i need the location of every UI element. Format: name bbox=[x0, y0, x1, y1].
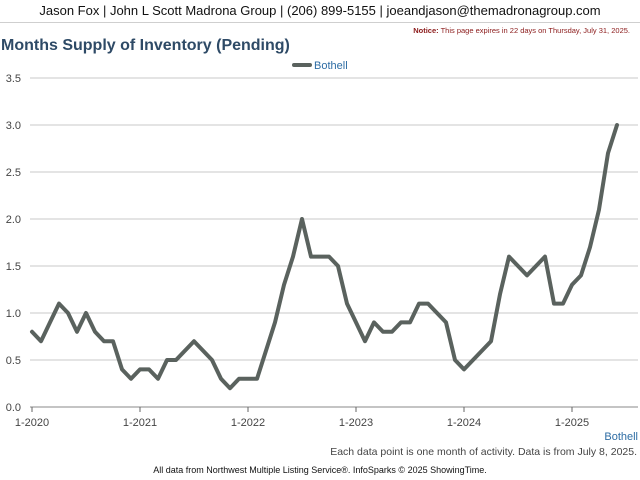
data-point bbox=[507, 255, 511, 259]
data-point bbox=[597, 208, 601, 212]
data-point bbox=[192, 339, 196, 343]
data-point bbox=[66, 311, 70, 315]
data-point bbox=[390, 330, 394, 334]
data-point bbox=[336, 264, 340, 268]
data-point bbox=[525, 273, 529, 277]
data-point bbox=[435, 311, 439, 315]
data-point bbox=[354, 320, 358, 324]
data-point bbox=[156, 377, 160, 381]
data-point bbox=[570, 283, 574, 287]
contact-header: Jason Fox | John L Scott Madrona Group |… bbox=[0, 0, 640, 23]
data-point bbox=[39, 339, 43, 343]
data-point bbox=[453, 358, 457, 362]
data-point bbox=[291, 255, 295, 259]
data-point bbox=[129, 377, 133, 381]
y-tick-label: 1.0 bbox=[6, 308, 21, 320]
data-point bbox=[462, 367, 466, 371]
data-point bbox=[516, 264, 520, 268]
data-point bbox=[588, 245, 592, 249]
expiry-notice: Notice: This page expires in 22 days on … bbox=[413, 26, 630, 35]
data-point bbox=[93, 330, 97, 334]
data-point bbox=[471, 358, 475, 362]
data-point bbox=[228, 386, 232, 390]
y-tick-label: 0.0 bbox=[6, 402, 21, 414]
data-point bbox=[408, 320, 412, 324]
data-point bbox=[615, 123, 619, 127]
data-point bbox=[498, 292, 502, 296]
chart-title: Months Supply of Inventory (Pending) bbox=[1, 37, 290, 54]
y-tick-label: 1.5 bbox=[6, 261, 21, 273]
x-tick-label: 1-2020 bbox=[15, 417, 49, 429]
notice-label: Notice: bbox=[413, 26, 439, 35]
data-point bbox=[201, 349, 205, 353]
data-point bbox=[264, 349, 268, 353]
data-point bbox=[606, 151, 610, 155]
y-tick-label: 2.5 bbox=[6, 167, 21, 179]
data-point bbox=[84, 311, 88, 315]
data-point bbox=[444, 320, 448, 324]
data-point bbox=[102, 339, 106, 343]
x-tick-label: 1-2023 bbox=[339, 417, 373, 429]
x-tick-label: 1-2021 bbox=[123, 417, 157, 429]
data-point bbox=[300, 217, 304, 221]
data-point bbox=[174, 358, 178, 362]
data-point bbox=[327, 255, 331, 259]
data-point bbox=[381, 330, 385, 334]
data-point bbox=[309, 255, 313, 259]
data-point bbox=[579, 273, 583, 277]
data-point bbox=[426, 302, 430, 306]
notice-text: This page expires in 22 days on Thursday… bbox=[440, 26, 630, 35]
data-point bbox=[183, 349, 187, 353]
data-point bbox=[30, 330, 34, 334]
data-point bbox=[138, 367, 142, 371]
data-point bbox=[246, 377, 250, 381]
data-point bbox=[111, 339, 115, 343]
y-tick-label: 3.5 bbox=[6, 73, 21, 85]
data-point bbox=[210, 358, 214, 362]
y-tick-label: 0.5 bbox=[6, 355, 21, 367]
x-tick-label: 1-2022 bbox=[231, 417, 265, 429]
data-point bbox=[318, 255, 322, 259]
data-point bbox=[120, 367, 124, 371]
data-point bbox=[57, 302, 61, 306]
data-point bbox=[534, 264, 538, 268]
x-tick-label: 1-2025 bbox=[555, 417, 589, 429]
data-point bbox=[237, 377, 241, 381]
data-point bbox=[552, 302, 556, 306]
data-point bbox=[282, 283, 286, 287]
data-point bbox=[255, 377, 259, 381]
y-tick-label: 3.0 bbox=[6, 120, 21, 132]
data-point bbox=[219, 377, 223, 381]
data-point bbox=[543, 255, 547, 259]
data-point bbox=[480, 349, 484, 353]
legend-label: Bothell bbox=[314, 60, 348, 72]
data-point bbox=[372, 320, 376, 324]
chart-area: 0.0 0.5 1.0 1.5 2.0 2.5 3.0 3.5 1-2020 1-2021 1-20… bbox=[6, 60, 638, 443]
x-tick-label: 1-2024 bbox=[447, 417, 481, 429]
data-point bbox=[561, 302, 565, 306]
data-point bbox=[489, 339, 493, 343]
data-point bbox=[345, 302, 349, 306]
data-point bbox=[273, 320, 277, 324]
data-point bbox=[48, 320, 52, 324]
data-point bbox=[165, 358, 169, 362]
source-footer: All data from Northwest Multiple Listing… bbox=[153, 465, 487, 475]
data-point bbox=[75, 330, 79, 334]
series-line-bothell bbox=[30, 123, 619, 391]
x-end-label: Bothell bbox=[604, 431, 638, 443]
data-footnote: Each data point is one month of activity… bbox=[330, 446, 637, 458]
y-tick-label: 2.0 bbox=[6, 214, 21, 226]
data-point bbox=[363, 339, 367, 343]
data-point bbox=[147, 367, 151, 371]
data-point bbox=[399, 320, 403, 324]
data-point bbox=[417, 302, 421, 306]
